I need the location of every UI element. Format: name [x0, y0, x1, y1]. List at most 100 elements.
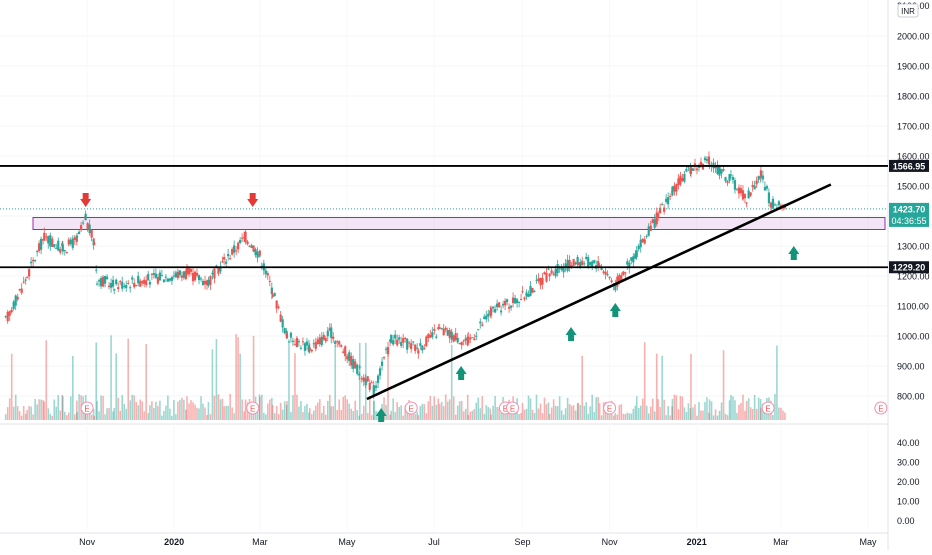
up-arrow-icon[interactable]	[565, 327, 577, 341]
candle-body	[626, 261, 629, 265]
candle-body	[485, 315, 488, 320]
candle-body	[513, 297, 517, 304]
lower-y-tick-label: 30.00	[897, 457, 920, 467]
candle-body	[547, 268, 550, 270]
candle-body	[759, 170, 763, 177]
volume-bar	[104, 414, 106, 420]
candle-body	[235, 250, 238, 252]
volume-bar	[704, 401, 706, 420]
volume-bar	[778, 407, 780, 420]
volume-bar	[722, 350, 725, 420]
earnings-marker[interactable]	[404, 401, 418, 415]
candle-body	[473, 338, 476, 341]
volume-bar	[677, 409, 680, 420]
volume-bar	[88, 413, 91, 420]
down-arrow-icon[interactable]	[80, 193, 92, 207]
y-tick-label: 1700.00	[897, 122, 930, 132]
candle-body	[479, 321, 482, 324]
candle-body	[93, 242, 96, 245]
earnings-marker[interactable]	[246, 401, 260, 415]
volume-bar	[398, 406, 400, 420]
candle-body	[683, 173, 686, 182]
up-arrow-icon[interactable]	[788, 246, 800, 260]
volume-bar	[643, 342, 646, 420]
earnings-marker-label: E	[503, 405, 508, 414]
up-arrow-icon[interactable]	[375, 408, 387, 422]
earnings-marker[interactable]	[603, 401, 617, 415]
candle-body	[435, 336, 438, 338]
earnings-marker[interactable]	[506, 401, 520, 415]
volume-bar	[4, 414, 7, 420]
candle-body	[380, 361, 384, 366]
candle-body	[193, 271, 197, 281]
volume-bar	[389, 414, 391, 420]
volume-bar	[602, 402, 605, 420]
candle-body	[203, 280, 207, 285]
candle-body	[456, 337, 459, 343]
volume-bar	[334, 345, 337, 420]
candle-body	[275, 300, 278, 309]
volume-bar	[683, 407, 686, 420]
volume-bar	[221, 398, 224, 420]
volume-bar	[186, 396, 188, 420]
candle-body	[180, 275, 183, 278]
candle-body	[310, 349, 313, 352]
candle-body	[777, 201, 781, 206]
volume-bar	[129, 400, 132, 420]
earnings-marker[interactable]	[874, 401, 888, 415]
candle-body	[107, 285, 111, 288]
candle-body	[334, 341, 337, 344]
volume-bar	[479, 408, 482, 420]
candle-body	[685, 168, 688, 172]
earnings-marker[interactable]	[80, 401, 94, 415]
volume-bar	[702, 410, 704, 420]
candle-body	[168, 278, 171, 281]
candle-body	[498, 302, 501, 308]
candle-body	[539, 277, 542, 286]
volume-bar	[548, 413, 551, 420]
candle-body	[170, 277, 173, 281]
down-arrow-icon[interactable]	[247, 193, 259, 207]
volume-bar	[437, 398, 440, 420]
earnings-marker[interactable]	[761, 401, 775, 415]
volume-bar	[196, 407, 198, 420]
candle-body	[28, 269, 31, 277]
volume-bar	[698, 402, 700, 420]
volume-bar	[202, 403, 204, 420]
candle-body	[425, 336, 428, 347]
volume-bar	[344, 395, 347, 420]
candle-body	[95, 269, 98, 271]
volume-bar	[98, 411, 100, 420]
volume-bar	[473, 409, 476, 420]
candle-body	[127, 282, 130, 284]
candle-body	[581, 260, 584, 266]
candle-body	[440, 328, 443, 330]
candle-body	[541, 277, 544, 285]
candle-body	[285, 333, 289, 339]
volume-bar	[402, 415, 404, 420]
volume-bar	[471, 410, 474, 420]
resistance-zone[interactable]	[32, 217, 886, 230]
candle-body	[279, 314, 282, 322]
up-arrow-icon[interactable]	[609, 303, 621, 317]
trendline[interactable]	[366, 183, 832, 401]
up-arrow-icon[interactable]	[455, 366, 467, 380]
candle-body	[42, 239, 45, 241]
candle-body	[299, 347, 303, 349]
candle-body	[201, 280, 205, 286]
candle-body	[604, 271, 607, 275]
candle-body	[751, 185, 754, 187]
resistance-zone-layer	[32, 217, 886, 230]
volume-bar	[22, 406, 25, 420]
candle-body	[273, 292, 276, 296]
currency-badge[interactable]	[897, 3, 919, 18]
candle-body	[467, 336, 470, 343]
volume-bar	[45, 340, 48, 420]
candle-body	[36, 251, 39, 253]
volume-bar	[115, 353, 118, 420]
candle-body	[223, 257, 226, 260]
candle-body	[195, 272, 199, 276]
